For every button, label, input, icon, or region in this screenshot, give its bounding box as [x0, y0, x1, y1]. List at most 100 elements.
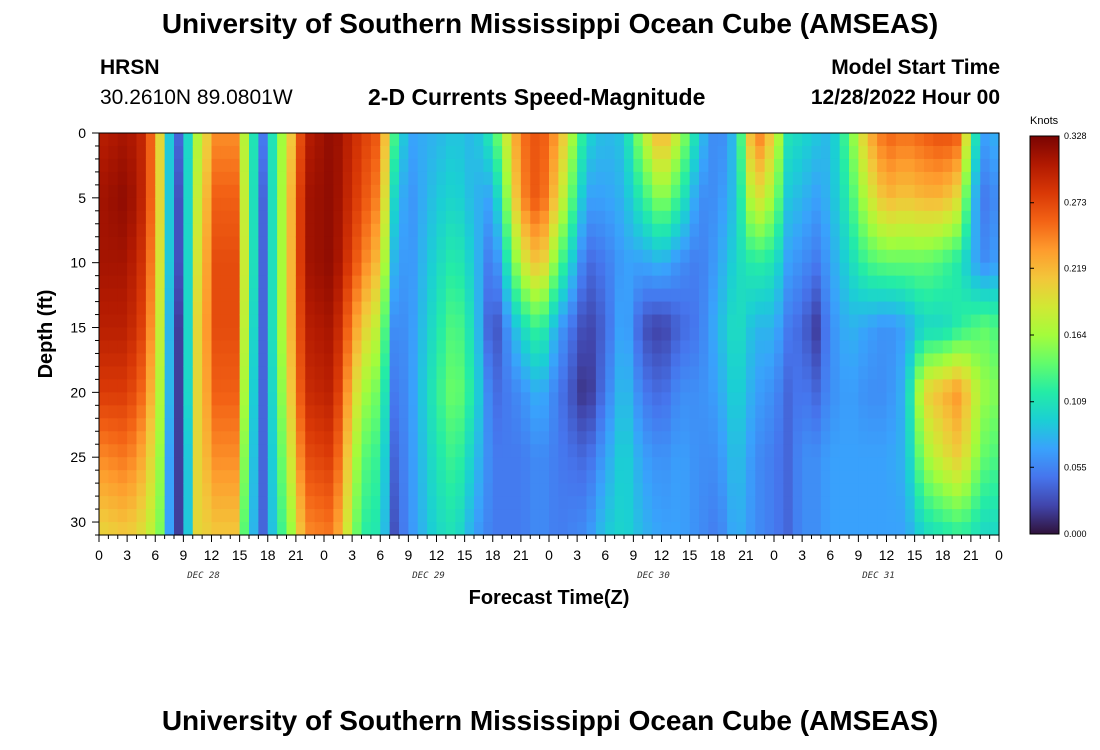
heatmap-cell: [174, 340, 184, 355]
heatmap-cell: [924, 314, 934, 329]
heatmap-cell: [689, 288, 700, 303]
heatmap-cell: [933, 327, 944, 342]
heatmap-cell: [764, 457, 775, 471]
heatmap-cell: [220, 470, 231, 484]
heatmap-cell: [324, 340, 334, 355]
heatmap-cell: [642, 275, 653, 290]
heatmap-cell: [820, 301, 831, 316]
heatmap-cell: [164, 288, 175, 303]
heatmap-cell: [783, 470, 794, 484]
heatmap-cell: [333, 379, 344, 393]
heatmap-cell: [755, 522, 766, 536]
heatmap-cell: [305, 457, 316, 471]
heatmap-cell: [502, 457, 513, 471]
heatmap-cell: [286, 262, 297, 277]
heatmap-cell: [708, 405, 719, 419]
heatmap-cell: [483, 353, 494, 368]
heatmap-cell: [792, 457, 803, 471]
heatmap-cell: [605, 275, 616, 290]
heatmap-cell: [708, 275, 719, 290]
heatmap-cell: [399, 340, 409, 355]
heatmap-cell: [783, 353, 794, 368]
heatmap-cell: [820, 392, 831, 406]
heatmap-cell: [117, 366, 128, 380]
heatmap-cell: [942, 379, 953, 393]
heatmap-cell: [764, 145, 775, 160]
heatmap-cell: [436, 133, 447, 147]
heatmap-cell: [717, 392, 728, 406]
heatmap-cell: [249, 392, 259, 406]
heatmap-cell: [455, 249, 466, 264]
heatmap-cell: [192, 314, 203, 329]
heatmap-cell: [755, 496, 766, 510]
heatmap-cell: [558, 249, 569, 264]
heatmap-cell: [399, 483, 409, 497]
heatmap-cell: [717, 158, 728, 173]
y-tick-label: 10: [70, 255, 86, 271]
heatmap-cell: [117, 483, 128, 497]
y-tick-label: 15: [70, 320, 86, 336]
heatmap-cell: [727, 275, 738, 290]
heatmap-cell: [352, 184, 363, 199]
heatmap-cell: [286, 431, 297, 445]
heatmap-cell: [258, 392, 269, 406]
heatmap-cell: [127, 133, 138, 147]
heatmap-cell: [802, 210, 813, 225]
heatmap-cell: [783, 457, 794, 471]
heatmap-cell: [145, 379, 156, 393]
heatmap-cell: [427, 418, 438, 432]
heatmap-cell: [595, 223, 606, 238]
heatmap-cell: [530, 184, 541, 199]
heatmap-cell: [136, 496, 147, 510]
heatmap-cell: [755, 197, 766, 212]
heatmap-cell: [445, 509, 456, 523]
heatmap-cell: [942, 457, 953, 471]
heatmap-cell: [483, 496, 494, 510]
heatmap-cell: [839, 184, 850, 199]
heatmap-cell: [633, 340, 644, 355]
heatmap-cell: [914, 197, 925, 212]
heatmap-cell: [764, 431, 775, 445]
heatmap-cell: [192, 431, 203, 445]
heatmap-cell: [811, 327, 822, 342]
heatmap-cell: [464, 392, 475, 406]
heatmap-cell: [830, 483, 841, 497]
heatmap-cell: [924, 158, 934, 173]
heatmap-cell: [483, 444, 494, 458]
heatmap-cell: [745, 431, 756, 445]
heatmap-cell: [352, 418, 363, 432]
heatmap-cell: [249, 366, 259, 380]
heatmap-cell: [127, 340, 138, 355]
heatmap-cell: [380, 522, 391, 536]
heatmap-cell: [277, 327, 288, 342]
heatmap-cell: [492, 158, 503, 173]
heatmap-cell: [952, 249, 963, 264]
heatmap-cell: [408, 171, 419, 186]
heatmap-cell: [605, 379, 616, 393]
heatmap-cell: [305, 379, 316, 393]
heatmap-cell: [924, 431, 934, 445]
heatmap-cell: [164, 418, 175, 432]
heatmap-cell: [539, 184, 550, 199]
heatmap-cell: [858, 418, 869, 432]
heatmap-cell: [689, 353, 700, 368]
heatmap-cell: [652, 405, 663, 419]
heatmap-cell: [614, 509, 625, 523]
heatmap-cell: [783, 210, 794, 225]
heatmap-cell: [699, 509, 709, 523]
heatmap-cell: [961, 405, 972, 419]
heatmap-cell: [905, 275, 916, 290]
heatmap-cell: [380, 392, 391, 406]
heatmap-cell: [914, 522, 925, 536]
heatmap-cell: [689, 275, 700, 290]
heatmap-cell: [549, 366, 559, 380]
heatmap-cell: [445, 431, 456, 445]
heatmap-cell: [258, 249, 269, 264]
heatmap-cell: [933, 366, 944, 380]
heatmap-cell: [680, 262, 691, 277]
heatmap-cell: [886, 249, 897, 264]
heatmap-cell: [249, 249, 259, 264]
heatmap-cell: [933, 418, 944, 432]
heatmap-cell: [661, 236, 672, 251]
heatmap-cell: [352, 210, 363, 225]
